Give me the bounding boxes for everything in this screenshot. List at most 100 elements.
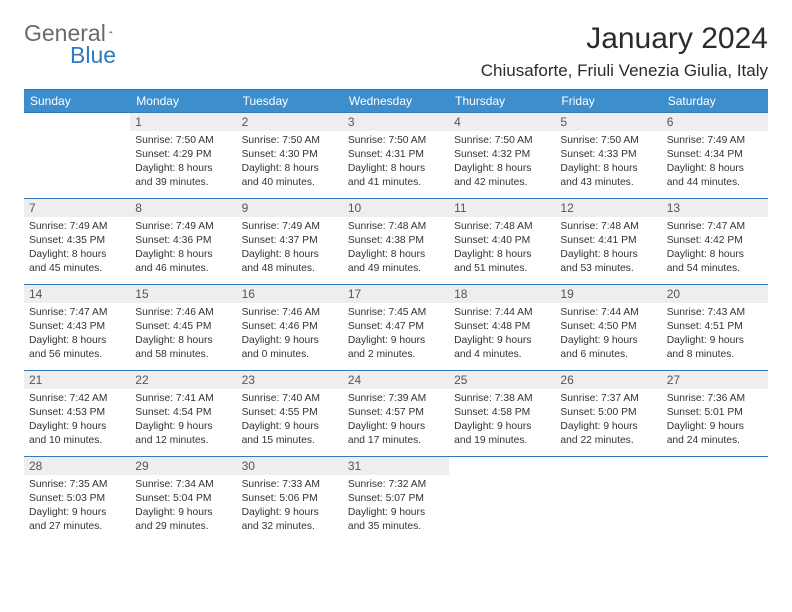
daylight-line-1: Daylight: 9 hours	[560, 420, 656, 434]
daylight-line-1: Daylight: 9 hours	[242, 420, 338, 434]
sunset-line: Sunset: 4:37 PM	[242, 234, 338, 248]
daylight-line-2: and 41 minutes.	[348, 176, 444, 190]
calendar-cell: 19Sunrise: 7:44 AMSunset: 4:50 PMDayligh…	[555, 285, 661, 371]
day-info: Sunrise: 7:50 AMSunset: 4:29 PMDaylight:…	[130, 131, 236, 192]
sunset-line: Sunset: 4:36 PM	[135, 234, 231, 248]
sunset-line: Sunset: 4:50 PM	[560, 320, 656, 334]
daylight-line-2: and 32 minutes.	[242, 520, 338, 534]
sunrise-line: Sunrise: 7:44 AM	[454, 306, 550, 320]
daylight-line-1: Daylight: 8 hours	[29, 248, 125, 262]
weekday-header: Wednesday	[343, 90, 449, 113]
day-number: 24	[343, 371, 449, 389]
sunrise-line: Sunrise: 7:46 AM	[242, 306, 338, 320]
sunrise-line: Sunrise: 7:50 AM	[560, 134, 656, 148]
sunset-line: Sunset: 4:30 PM	[242, 148, 338, 162]
sunrise-line: Sunrise: 7:50 AM	[454, 134, 550, 148]
daylight-line-1: Daylight: 8 hours	[667, 162, 763, 176]
day-info: Sunrise: 7:32 AMSunset: 5:07 PMDaylight:…	[343, 475, 449, 536]
day-number: 26	[555, 371, 661, 389]
daylight-line-2: and 4 minutes.	[454, 348, 550, 362]
daylight-line-2: and 56 minutes.	[29, 348, 125, 362]
calendar-cell: 14Sunrise: 7:47 AMSunset: 4:43 PMDayligh…	[24, 285, 130, 371]
daylight-line-2: and 44 minutes.	[667, 176, 763, 190]
daylight-line-1: Daylight: 9 hours	[135, 420, 231, 434]
calendar-cell: 23Sunrise: 7:40 AMSunset: 4:55 PMDayligh…	[237, 371, 343, 457]
day-number: 11	[449, 199, 555, 217]
sunrise-line: Sunrise: 7:50 AM	[135, 134, 231, 148]
daylight-line-1: Daylight: 9 hours	[348, 420, 444, 434]
sunset-line: Sunset: 4:55 PM	[242, 406, 338, 420]
daylight-line-1: Daylight: 9 hours	[242, 334, 338, 348]
calendar-body: . 1Sunrise: 7:50 AMSunset: 4:29 PMDayligh…	[24, 113, 768, 543]
day-info: Sunrise: 7:50 AMSunset: 4:31 PMDaylight:…	[343, 131, 449, 192]
calendar-cell: 1Sunrise: 7:50 AMSunset: 4:29 PMDaylight…	[130, 113, 236, 199]
daylight-line-1: Daylight: 8 hours	[560, 162, 656, 176]
day-info: Sunrise: 7:38 AMSunset: 4:58 PMDaylight:…	[449, 389, 555, 450]
sunrise-line: Sunrise: 7:38 AM	[454, 392, 550, 406]
sunrise-line: Sunrise: 7:44 AM	[560, 306, 656, 320]
day-info: Sunrise: 7:49 AMSunset: 4:37 PMDaylight:…	[237, 217, 343, 278]
calendar-cell: 16Sunrise: 7:46 AMSunset: 4:46 PMDayligh…	[237, 285, 343, 371]
sunrise-line: Sunrise: 7:43 AM	[667, 306, 763, 320]
sunset-line: Sunset: 4:31 PM	[348, 148, 444, 162]
day-info: Sunrise: 7:50 AMSunset: 4:30 PMDaylight:…	[237, 131, 343, 192]
day-info: Sunrise: 7:44 AMSunset: 4:50 PMDaylight:…	[555, 303, 661, 364]
sunrise-line: Sunrise: 7:45 AM	[348, 306, 444, 320]
page-header: General Blue January 2024 Chiusaforte, F…	[24, 22, 768, 81]
day-info: Sunrise: 7:36 AMSunset: 5:01 PMDaylight:…	[662, 389, 768, 450]
day-number: 20	[662, 285, 768, 303]
day-number: 15	[130, 285, 236, 303]
sunset-line: Sunset: 5:04 PM	[135, 492, 231, 506]
calendar-cell: 27Sunrise: 7:36 AMSunset: 5:01 PMDayligh…	[662, 371, 768, 457]
day-info: Sunrise: 7:44 AMSunset: 4:48 PMDaylight:…	[449, 303, 555, 364]
calendar-cell: 26Sunrise: 7:37 AMSunset: 5:00 PMDayligh…	[555, 371, 661, 457]
daylight-line-2: and 48 minutes.	[242, 262, 338, 276]
day-info: Sunrise: 7:39 AMSunset: 4:57 PMDaylight:…	[343, 389, 449, 450]
sunrise-line: Sunrise: 7:49 AM	[135, 220, 231, 234]
calendar-cell: 4Sunrise: 7:50 AMSunset: 4:32 PMDaylight…	[449, 113, 555, 199]
daylight-line-2: and 27 minutes.	[29, 520, 125, 534]
daylight-line-2: and 19 minutes.	[454, 434, 550, 448]
calendar-cell: .	[555, 457, 661, 543]
calendar-cell: 5Sunrise: 7:50 AMSunset: 4:33 PMDaylight…	[555, 113, 661, 199]
day-number: 21	[24, 371, 130, 389]
sunset-line: Sunset: 4:33 PM	[560, 148, 656, 162]
daylight-line-1: Daylight: 8 hours	[348, 248, 444, 262]
weekday-header: Thursday	[449, 90, 555, 113]
sunset-line: Sunset: 4:51 PM	[667, 320, 763, 334]
daylight-line-1: Daylight: 8 hours	[667, 248, 763, 262]
sunset-line: Sunset: 4:29 PM	[135, 148, 231, 162]
day-info: Sunrise: 7:41 AMSunset: 4:54 PMDaylight:…	[130, 389, 236, 450]
daylight-line-2: and 10 minutes.	[29, 434, 125, 448]
daylight-line-2: and 35 minutes.	[348, 520, 444, 534]
day-number: 19	[555, 285, 661, 303]
daylight-line-1: Daylight: 8 hours	[135, 162, 231, 176]
day-number: 17	[343, 285, 449, 303]
day-info: Sunrise: 7:37 AMSunset: 5:00 PMDaylight:…	[555, 389, 661, 450]
daylight-line-2: and 0 minutes.	[242, 348, 338, 362]
day-info: Sunrise: 7:48 AMSunset: 4:41 PMDaylight:…	[555, 217, 661, 278]
daylight-line-2: and 6 minutes.	[560, 348, 656, 362]
sunset-line: Sunset: 4:48 PM	[454, 320, 550, 334]
daylight-line-2: and 24 minutes.	[667, 434, 763, 448]
daylight-line-1: Daylight: 9 hours	[29, 506, 125, 520]
title-block: January 2024 Chiusaforte, Friuli Venezia…	[481, 22, 768, 81]
sunset-line: Sunset: 4:53 PM	[29, 406, 125, 420]
day-info: Sunrise: 7:47 AMSunset: 4:43 PMDaylight:…	[24, 303, 130, 364]
day-info: Sunrise: 7:45 AMSunset: 4:47 PMDaylight:…	[343, 303, 449, 364]
daylight-line-1: Daylight: 9 hours	[348, 334, 444, 348]
sunset-line: Sunset: 4:57 PM	[348, 406, 444, 420]
daylight-line-2: and 8 minutes.	[667, 348, 763, 362]
weekday-header: Sunday	[24, 90, 130, 113]
brand-logo: General Blue	[24, 22, 134, 45]
calendar-cell: .	[662, 457, 768, 543]
sunrise-line: Sunrise: 7:41 AM	[135, 392, 231, 406]
calendar-cell: 3Sunrise: 7:50 AMSunset: 4:31 PMDaylight…	[343, 113, 449, 199]
calendar-cell: 7Sunrise: 7:49 AMSunset: 4:35 PMDaylight…	[24, 199, 130, 285]
calendar-cell: 2Sunrise: 7:50 AMSunset: 4:30 PMDaylight…	[237, 113, 343, 199]
day-info: Sunrise: 7:46 AMSunset: 4:45 PMDaylight:…	[130, 303, 236, 364]
sunrise-line: Sunrise: 7:40 AM	[242, 392, 338, 406]
daylight-line-1: Daylight: 8 hours	[454, 248, 550, 262]
sunrise-line: Sunrise: 7:47 AM	[667, 220, 763, 234]
daylight-line-2: and 17 minutes.	[348, 434, 444, 448]
